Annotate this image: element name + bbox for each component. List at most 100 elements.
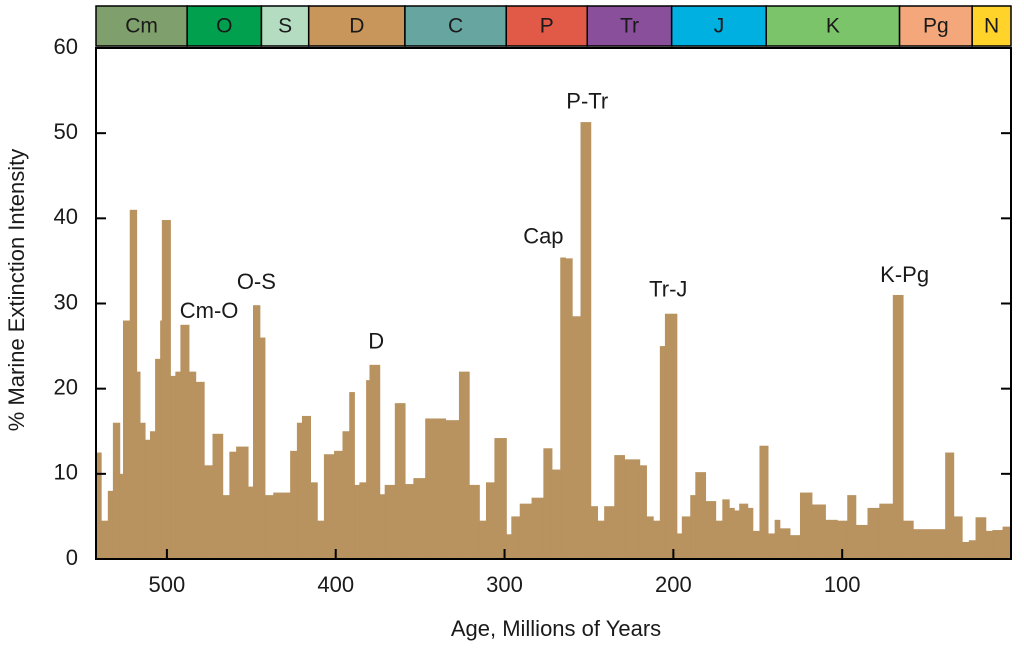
bar	[413, 478, 426, 559]
bar	[879, 503, 894, 559]
bar	[774, 519, 781, 559]
bar	[379, 494, 386, 559]
bar	[779, 528, 791, 559]
bar	[123, 320, 131, 559]
bar	[445, 420, 460, 559]
bar	[485, 482, 496, 559]
bar	[855, 524, 869, 559]
bar	[369, 364, 381, 559]
annotation: D	[368, 328, 384, 353]
bar	[639, 465, 647, 559]
bar	[404, 484, 414, 559]
bar	[729, 507, 735, 559]
period-box	[586, 5, 673, 47]
bar	[734, 510, 740, 559]
bar	[155, 358, 161, 559]
bar	[992, 530, 1004, 559]
bar	[170, 375, 176, 559]
bar	[160, 320, 163, 559]
bar	[150, 431, 156, 559]
bar	[690, 495, 696, 559]
bar	[212, 433, 224, 559]
bar	[96, 452, 102, 559]
bar	[519, 503, 533, 559]
bar	[290, 450, 298, 559]
bar	[119, 473, 124, 559]
bar	[195, 381, 205, 559]
bar	[962, 541, 970, 559]
bar	[985, 530, 994, 559]
bar	[695, 472, 707, 559]
annotation: O-S	[237, 269, 276, 294]
bar	[681, 516, 691, 559]
bar	[604, 506, 615, 559]
bar	[560, 257, 566, 559]
bar	[580, 122, 592, 559]
bar	[572, 316, 582, 559]
bar	[425, 418, 447, 559]
bar	[664, 313, 678, 559]
bar	[543, 448, 553, 559]
bar	[384, 484, 396, 559]
bar	[458, 371, 470, 559]
bar	[229, 451, 237, 559]
bar	[968, 540, 977, 559]
y-tick-label: 50	[54, 119, 78, 144]
bar	[646, 516, 654, 559]
y-tick-label: 40	[54, 204, 78, 229]
period-label: Cm	[125, 15, 158, 38]
bar	[676, 533, 683, 559]
bar	[759, 445, 769, 559]
bar	[394, 403, 406, 559]
period-label: S	[278, 15, 292, 38]
bar	[531, 497, 544, 559]
y-tick-label: 10	[54, 460, 78, 485]
x-tick-label: 400	[317, 572, 354, 597]
bar	[236, 446, 249, 559]
bar	[511, 516, 521, 559]
annotation: Cap	[523, 224, 563, 249]
bar	[752, 530, 761, 559]
bar	[161, 220, 171, 559]
x-tick-label: 200	[655, 572, 692, 597]
x-tick-label: 100	[824, 572, 861, 597]
bar	[1002, 526, 1012, 559]
bar	[264, 495, 274, 559]
bar	[975, 517, 987, 559]
period-box	[765, 5, 901, 47]
period-label: C	[448, 15, 463, 38]
bar	[175, 371, 182, 559]
x-tick-label: 500	[149, 572, 186, 597]
y-axis-label: % Marine Extinction Intensity	[4, 149, 29, 431]
period-label: D	[349, 15, 364, 38]
bar	[273, 492, 291, 559]
annotation: Cm-O	[180, 298, 239, 323]
annotation: K-Pg	[880, 262, 929, 287]
bar	[259, 337, 266, 559]
period-box	[971, 5, 1012, 47]
bar	[349, 392, 355, 559]
bar	[479, 520, 487, 559]
period-label: P	[540, 15, 554, 38]
bar	[323, 454, 335, 559]
bar	[366, 380, 371, 559]
bar	[144, 439, 151, 559]
bar	[705, 501, 717, 559]
bar	[204, 465, 214, 559]
bar	[129, 209, 138, 560]
period-label: O	[216, 15, 232, 38]
bar	[565, 258, 573, 559]
bar	[715, 520, 723, 559]
period-label: N	[984, 15, 999, 38]
period-box	[505, 5, 589, 47]
period-box	[95, 5, 188, 47]
bar	[296, 422, 303, 559]
bar	[902, 520, 914, 559]
annotation: P-Tr	[566, 88, 608, 113]
bar	[101, 520, 109, 559]
x-axis-label: Age, Millions of Years	[451, 616, 661, 641]
bar	[188, 371, 197, 559]
x-tick-label: 300	[486, 572, 523, 597]
bar	[953, 516, 963, 559]
